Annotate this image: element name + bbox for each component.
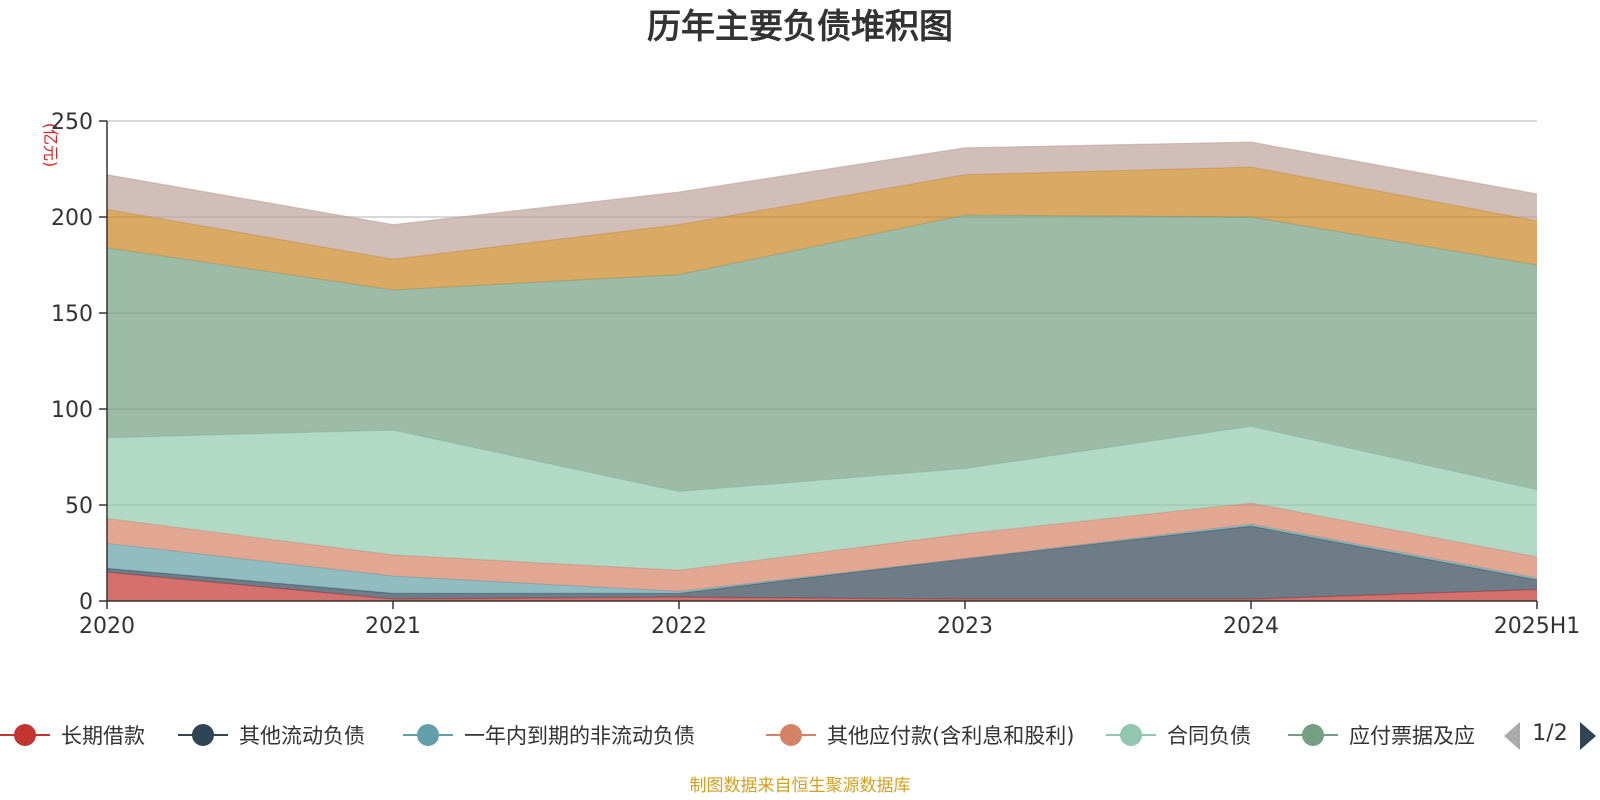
legend-item-1[interactable]: 长期借款	[0, 724, 145, 748]
legend-label: 其他流动负债	[239, 724, 365, 748]
legend-marker-icon	[417, 724, 439, 746]
legend-label: 其他应付款(含利息和股利)	[827, 724, 1074, 748]
area-series-5-line	[106, 425, 1538, 493]
x-tick-label-2023: 2023	[937, 614, 993, 639]
x-tick-label-2024: 2024	[1223, 614, 1279, 639]
y-tick-label-150: 150	[51, 302, 93, 327]
legend-item-4[interactable]: 其他应付款(含利息和股利)	[766, 724, 1074, 748]
y-tick-label-200: 200	[51, 206, 93, 231]
legend-marker-icon	[1120, 724, 1142, 746]
legend-item-6[interactable]: 应付票据及应	[1288, 724, 1475, 748]
x-tick-label-2022: 2022	[651, 614, 707, 639]
area-series-1	[107, 572, 1537, 601]
data-source-note: 制图数据来自恒生聚源数据库	[690, 776, 911, 796]
y-tick-label-50: 50	[65, 494, 93, 519]
chart-title: 历年主要负债堆积图	[647, 7, 953, 47]
x-tick-label-2020: 2020	[79, 614, 135, 639]
area-series-7	[107, 167, 1537, 290]
y-tick-label-0: 0	[79, 590, 93, 615]
legend-label: 一年内到期的非流动负债	[464, 724, 695, 748]
x-tick-label-2021: 2021	[365, 614, 421, 639]
y-axis-unit-label: (亿元)	[41, 123, 60, 168]
legend: 长期借款 其他流动负债 一年内到期的非流动负债 其他应付款(含利息和股利) 合同负债 应付…	[0, 724, 1475, 748]
area-series-5	[107, 426, 1537, 571]
area-series-6	[107, 215, 1537, 492]
axes: 0 50 100 150 200 250 2020 2021 2022 2023 2024 2025H…	[51, 110, 1580, 639]
legend-item-3[interactable]: 一年内到期的非流动负债	[403, 724, 695, 748]
legend-next-page-icon[interactable]	[1580, 722, 1596, 750]
legend-label: 合同负债	[1167, 724, 1251, 748]
legend-item-2[interactable]: 其他流动负债	[178, 724, 365, 748]
legend-marker-icon	[192, 724, 214, 746]
legend-marker-icon	[1302, 724, 1324, 746]
legend-page-indicator: 1/2	[1532, 721, 1567, 746]
area-series	[106, 141, 1538, 601]
legend-label: 长期借款	[61, 724, 145, 748]
y-tick-label-250: 250	[51, 110, 93, 135]
area-series-4	[107, 503, 1537, 592]
x-tick-label-2025H1: 2025H1	[1494, 614, 1581, 639]
legend-label: 应付票据及应	[1349, 724, 1475, 748]
legend-prev-page-icon[interactable]	[1504, 722, 1520, 750]
legend-marker-icon	[780, 724, 802, 746]
legend-item-5[interactable]: 合同负债	[1106, 724, 1251, 748]
legend-marker-icon	[14, 724, 36, 746]
area-series-2	[107, 526, 1537, 600]
y-tick-label-100: 100	[51, 398, 93, 423]
area-series-8	[107, 142, 1537, 260]
area-series-8-line	[106, 141, 1538, 226]
